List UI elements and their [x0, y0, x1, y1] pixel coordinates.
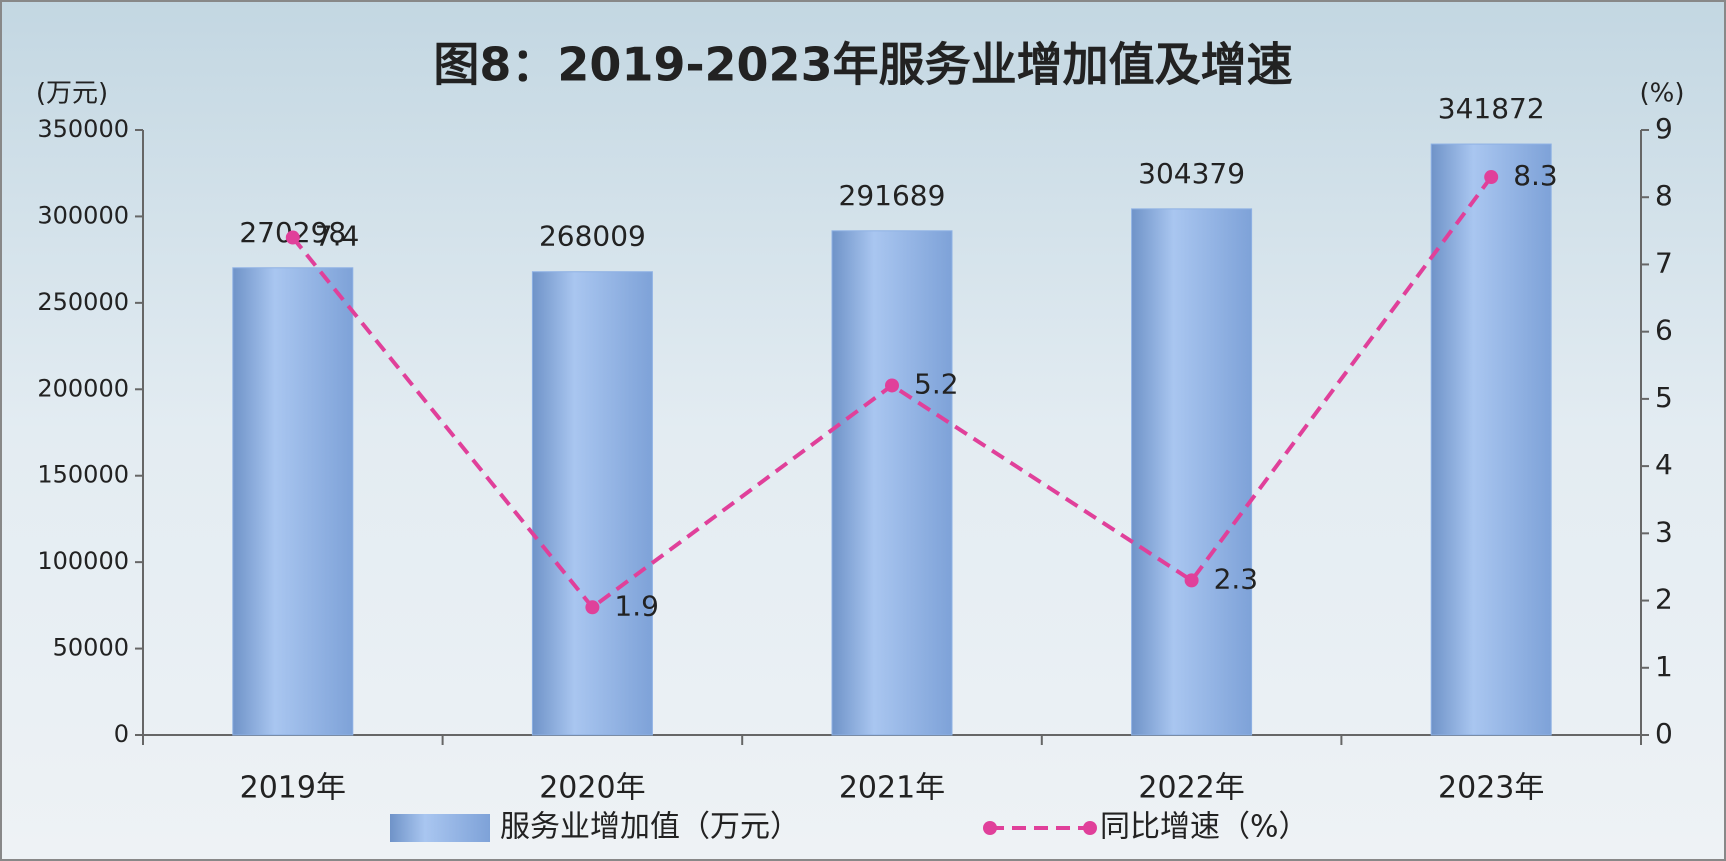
y2-tick-label: 6 — [1655, 314, 1673, 347]
line-marker — [1484, 170, 1499, 185]
line-value-label: 8.3 — [1513, 159, 1558, 192]
line-value-label: 5.2 — [914, 367, 959, 400]
y-tick-label: 200000 — [37, 374, 129, 402]
legend-label: 同比增速（%） — [1100, 810, 1309, 845]
bar-value-label: 268009 — [539, 220, 646, 253]
bar — [1430, 143, 1552, 736]
line-marker — [585, 600, 600, 615]
bar — [831, 230, 953, 736]
bar — [232, 267, 354, 736]
line-marker — [1184, 573, 1199, 588]
line-value-label: 1.9 — [614, 589, 659, 622]
y2-tick-label: 7 — [1655, 246, 1673, 279]
line-marker — [885, 378, 899, 393]
y2-tick-label: 1 — [1655, 650, 1673, 683]
y-tick-label: 350000 — [37, 115, 129, 143]
y-axis-label: (万元) — [36, 79, 108, 109]
x-tick-label: 2023年 — [1438, 771, 1544, 806]
y2-tick-label: 3 — [1655, 515, 1673, 548]
y-tick-label: 250000 — [37, 288, 129, 316]
y2-tick-label: 0 — [1655, 717, 1673, 750]
y-tick-label: 0 — [114, 720, 129, 748]
x-tick-label: 2019年 — [240, 771, 346, 806]
y-tick-label: 100000 — [37, 547, 129, 575]
bar — [1131, 208, 1253, 736]
bar-value-label: 291689 — [839, 179, 946, 212]
x-tick-label: 2020年 — [539, 771, 645, 806]
y-tick-label: 150000 — [37, 461, 129, 489]
y2-tick-label: 5 — [1655, 381, 1673, 414]
bar — [531, 271, 653, 736]
bar-value-label: 341872 — [1438, 92, 1545, 125]
legend-marker — [1083, 821, 1097, 835]
y2-tick-label: 2 — [1655, 583, 1673, 616]
y2-axis-label: (%) — [1640, 79, 1685, 109]
line-value-label: 7.4 — [315, 220, 360, 253]
legend-swatch — [390, 814, 490, 842]
y2-tick-label: 8 — [1655, 179, 1673, 212]
legend-label: 服务业增加值（万元） — [500, 810, 800, 845]
line-marker — [285, 230, 300, 245]
chart-title: 图8：2019-2023年服务业增加值及增速 — [433, 38, 1292, 92]
line-value-label: 2.3 — [1214, 562, 1259, 595]
y2-tick-label: 9 — [1655, 112, 1673, 145]
y-tick-label: 300000 — [37, 201, 129, 229]
legend-marker — [983, 821, 997, 835]
y-tick-label: 50000 — [53, 634, 129, 662]
x-tick-label: 2021年 — [839, 771, 945, 806]
y2-tick-label: 4 — [1655, 448, 1673, 481]
x-tick-label: 2022年 — [1138, 771, 1244, 806]
bar-value-label: 304379 — [1138, 157, 1245, 190]
